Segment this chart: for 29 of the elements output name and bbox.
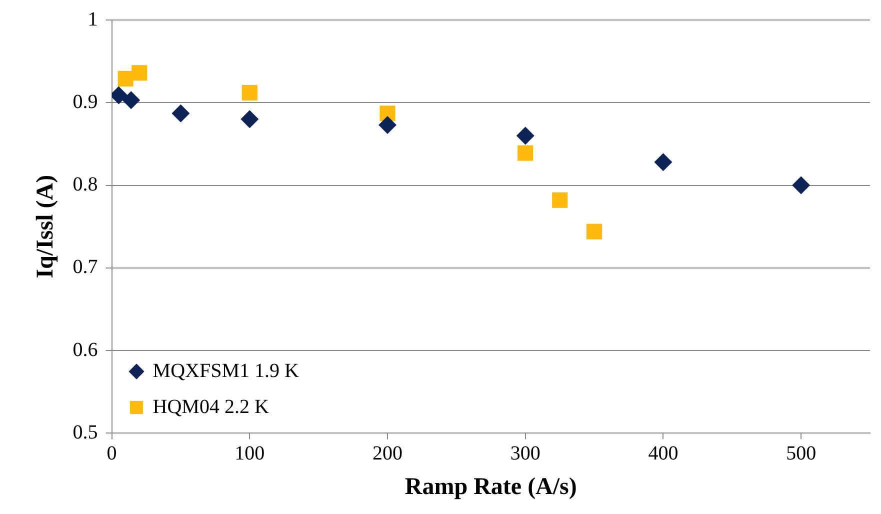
point [122, 91, 140, 110]
y-axis-title: Iq/Issl (A) [32, 174, 59, 278]
point [792, 176, 810, 194]
x-axis-title: Ramp Rate (A/s) [404, 474, 577, 500]
point [586, 224, 602, 240]
y-tick-label: 0.7 [72, 256, 98, 278]
y-tick-label: 0.8 [72, 174, 98, 196]
x-tick-label: 400 [648, 442, 678, 464]
point [132, 65, 148, 81]
x-tick-label: 500 [786, 442, 816, 464]
x-tick-label: 200 [372, 442, 403, 464]
point [518, 145, 534, 161]
legend-label: MQXFSM1 1.9 K [152, 360, 299, 383]
point [172, 104, 190, 122]
point [242, 84, 258, 100]
x-tick-label: 100 [234, 442, 265, 464]
y-tick-label: 1 [88, 8, 98, 30]
point [516, 126, 534, 145]
point [378, 116, 397, 134]
point [654, 153, 672, 172]
x-tick-label: 300 [510, 442, 540, 464]
y-tick-label: 0.6 [72, 338, 98, 361]
legend-label: HQM04 2.2 K [152, 396, 269, 419]
point [552, 192, 568, 208]
point [240, 110, 259, 128]
point [118, 70, 134, 86]
y-tick-label: 0.5 [72, 421, 98, 444]
x-tick-label: 0 [106, 442, 117, 464]
y-tick-label: 0.9 [72, 90, 98, 113]
